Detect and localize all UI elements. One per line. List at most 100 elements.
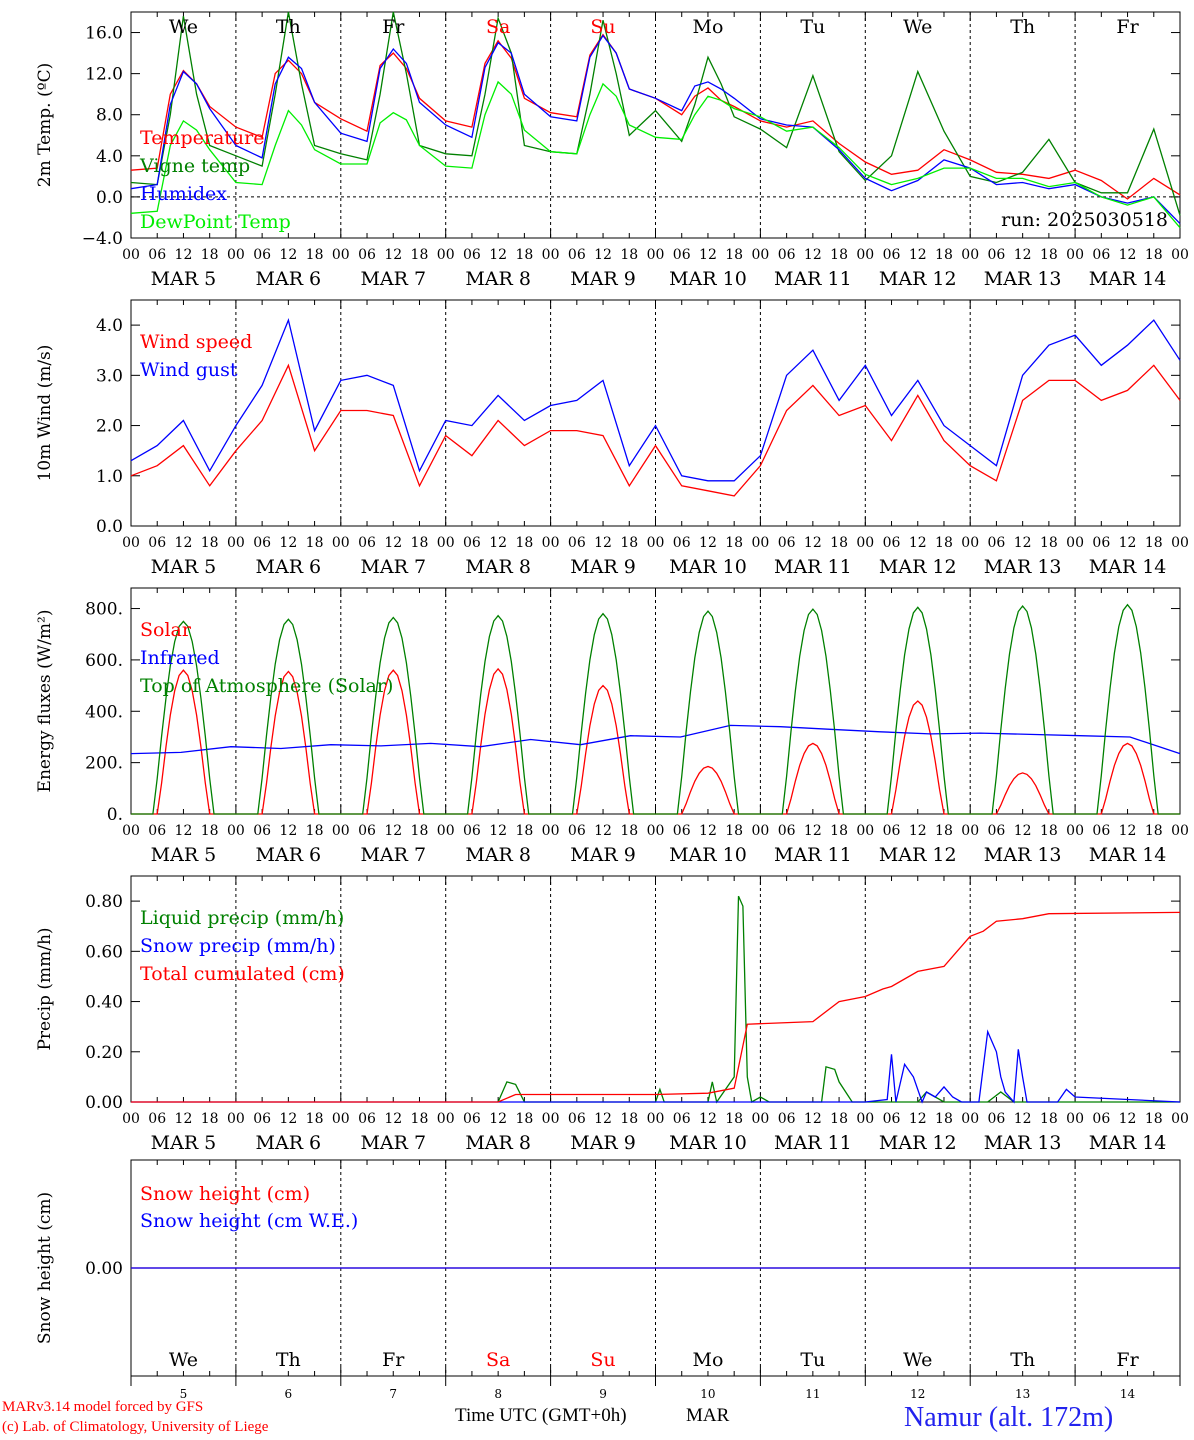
day-label: MAR 11 xyxy=(774,268,852,290)
hour-label: 12 xyxy=(804,1111,822,1127)
weekday-label-bottom: Mo xyxy=(692,1349,723,1371)
hour-label: 12 xyxy=(1119,247,1137,263)
hour-label: 00 xyxy=(856,535,874,551)
legend-wind-gust: Wind gust xyxy=(140,359,238,381)
series-infrared xyxy=(130,724,1181,755)
hour-label: 00 xyxy=(1066,247,1084,263)
hour-label: 00 xyxy=(122,1111,140,1127)
hour-label: 00 xyxy=(856,247,874,263)
hour-label: 06 xyxy=(673,1111,691,1127)
y-axis-label: Precip (mm/h) xyxy=(35,927,55,1050)
hour-label: 18 xyxy=(935,823,953,839)
hour-label: 18 xyxy=(1145,1111,1163,1127)
hour-label: 12 xyxy=(699,535,717,551)
hour-label: 06 xyxy=(463,247,481,263)
day-label: MAR 5 xyxy=(151,268,217,290)
hour-label: 18 xyxy=(935,247,953,263)
hour-label: 00 xyxy=(332,1111,350,1127)
hour-label: 12 xyxy=(909,247,927,263)
hour-label: 06 xyxy=(988,247,1006,263)
day-label: MAR 13 xyxy=(984,1132,1062,1154)
hour-label: 00 xyxy=(961,1111,979,1127)
day-label: MAR 12 xyxy=(879,844,957,866)
hour-label: 06 xyxy=(148,823,166,839)
hour-label: 18 xyxy=(515,1111,533,1127)
hour-label: 18 xyxy=(1145,247,1163,263)
hour-label: 06 xyxy=(253,823,271,839)
hour-label: 18 xyxy=(620,247,638,263)
hour-label: 12 xyxy=(279,535,297,551)
hour-label: 06 xyxy=(988,1111,1006,1127)
hour-label: 06 xyxy=(463,823,481,839)
hour-label: 00 xyxy=(122,823,140,839)
footer-model: MARv3.14 model forced by GFS xyxy=(2,1399,204,1415)
hour-label: 18 xyxy=(306,247,324,263)
day-label: MAR 6 xyxy=(256,268,322,290)
hour-label: 06 xyxy=(673,247,691,263)
legend-temperature: Temperature xyxy=(140,127,264,149)
y-axis-label: 2m Temp. (ºC) xyxy=(35,63,55,188)
hour-label: 18 xyxy=(306,535,324,551)
y-tick-label: 0.00 xyxy=(85,1259,123,1279)
day-label: MAR 12 xyxy=(879,268,957,290)
hour-label: 12 xyxy=(384,1111,402,1127)
hour-label: 00 xyxy=(332,247,350,263)
day-number: 12 xyxy=(910,1387,925,1401)
hour-label: 18 xyxy=(830,823,848,839)
hour-label: 18 xyxy=(201,1111,219,1127)
day-label: MAR 6 xyxy=(256,844,322,866)
hour-label: 06 xyxy=(883,1111,901,1127)
day-label: MAR 7 xyxy=(360,556,426,578)
hour-label: 06 xyxy=(1092,247,1110,263)
legend-snow-height-cm-: Snow height (cm) xyxy=(140,1183,310,1205)
hour-label: 00 xyxy=(751,535,769,551)
hour-label: 18 xyxy=(725,535,743,551)
hour-label: 06 xyxy=(568,823,586,839)
hour-label: 06 xyxy=(883,823,901,839)
hour-label: 18 xyxy=(725,247,743,263)
day-label: MAR 10 xyxy=(669,268,747,290)
hour-label: 00 xyxy=(332,823,350,839)
hour-label: 12 xyxy=(594,247,612,263)
hour-label: 12 xyxy=(594,1111,612,1127)
hour-label: 06 xyxy=(778,1111,796,1127)
hour-label: 00 xyxy=(751,823,769,839)
day-number: 6 xyxy=(285,1387,293,1401)
hour-label: 00 xyxy=(122,247,140,263)
legend-vigne-temp: Vigne temp xyxy=(139,155,250,177)
hour-label: 12 xyxy=(1014,1111,1032,1127)
day-label: MAR 10 xyxy=(669,844,747,866)
hour-label: 18 xyxy=(1040,247,1058,263)
series-snow-precip-mm-h- xyxy=(131,1029,1181,1104)
hour-label: 12 xyxy=(594,535,612,551)
day-label: MAR 11 xyxy=(774,1132,852,1154)
series-wind-speed xyxy=(130,363,1181,497)
hour-label: 06 xyxy=(1092,535,1110,551)
footer-lab: (c) Lab. of Climatology, University of L… xyxy=(2,1419,269,1435)
y-tick-label: 0.00 xyxy=(85,1093,123,1113)
hour-label: 18 xyxy=(725,823,743,839)
hour-label: 18 xyxy=(306,1111,324,1127)
hour-label: 18 xyxy=(411,823,429,839)
day-label: MAR 11 xyxy=(774,556,852,578)
y-axis-label: Energy fluxes (W/m²) xyxy=(35,610,55,793)
day-number: 5 xyxy=(180,1387,188,1401)
day-label: MAR 13 xyxy=(984,844,1062,866)
hour-label: 00 xyxy=(437,247,455,263)
y-tick-label: 16.0 xyxy=(85,24,123,44)
hour-label: 00 xyxy=(542,247,560,263)
hour-label: 00 xyxy=(227,247,245,263)
weekday-label-top: We xyxy=(903,16,932,38)
weekday-label-bottom: Fr xyxy=(382,1349,405,1371)
day-label: MAR 14 xyxy=(1089,268,1167,290)
y-tick-label: 0.40 xyxy=(85,993,123,1013)
hour-label: 12 xyxy=(1014,247,1032,263)
hour-label: 12 xyxy=(804,823,822,839)
y-tick-label: 0.60 xyxy=(85,942,123,962)
hour-label: 00 xyxy=(961,535,979,551)
weekday-label-top: Fr xyxy=(382,16,405,38)
hour-label: 06 xyxy=(673,823,691,839)
day-label: MAR 14 xyxy=(1089,556,1167,578)
y-tick-label: 0.80 xyxy=(85,892,123,912)
y-axis-label: Snow height (cm) xyxy=(35,1192,55,1344)
